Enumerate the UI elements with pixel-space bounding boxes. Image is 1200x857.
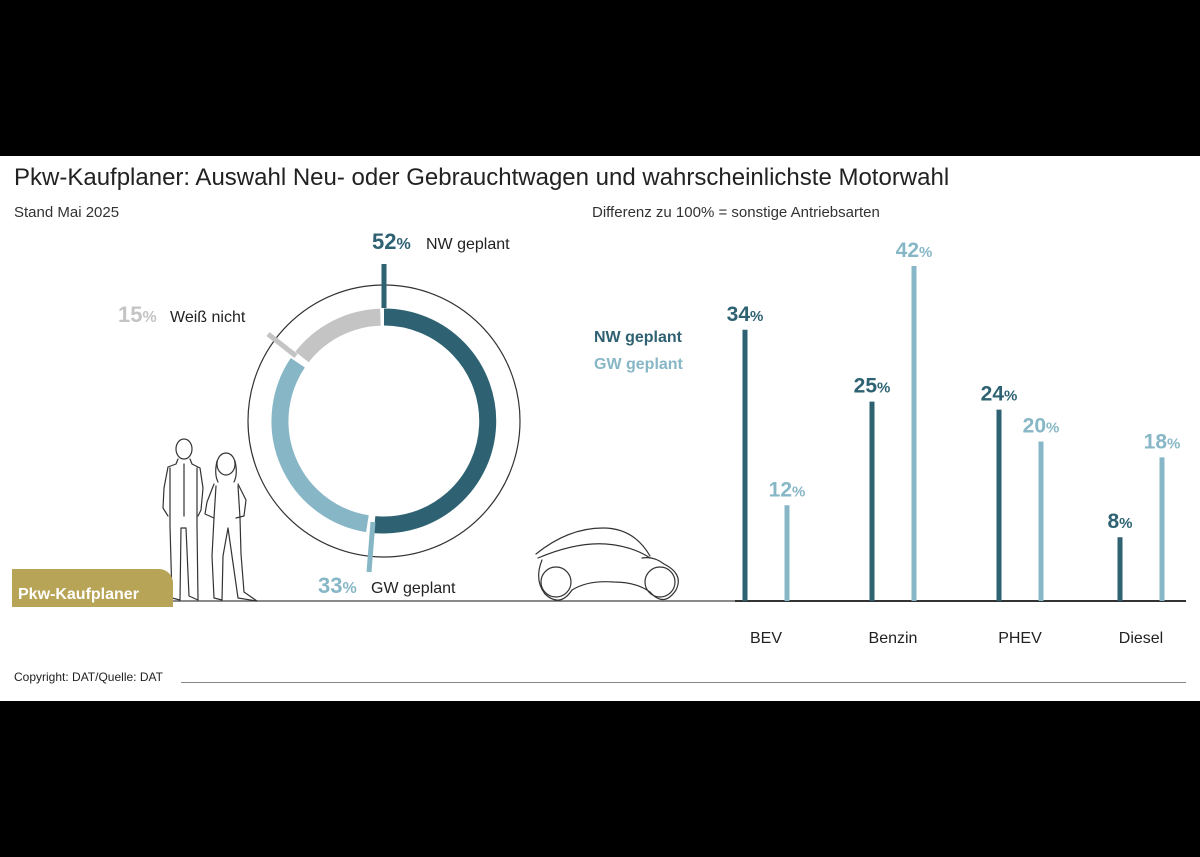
chart-date: Stand Mai 2025 [14,204,120,221]
donut-slice-nw-geplant [373,308,497,534]
bar-value-benzin-nw-geplant: 25% [854,375,891,398]
donut-outer-ring [247,284,521,558]
bar-value-diesel-nw-geplant: 8% [1107,510,1132,533]
leader-unknown [266,332,298,358]
category-label-phev: PHEV [998,630,1042,647]
people-illustration [162,438,258,602]
slice-label-nw-geplant: NW geplant [426,236,510,253]
bar-value-diesel-gw-geplant: 18% [1144,430,1181,453]
bar-value-benzin-gw-geplant: 42% [896,239,933,262]
footer-divider [181,682,1186,683]
legend-gw-geplant: GW geplant [594,356,684,373]
copyright-note: Copyright: DAT/Quelle: DAT [14,670,163,684]
bar-chart-note: Differenz zu 100% = sonstige Antriebsart… [592,204,880,221]
slice-label-gw-geplant: GW geplant [371,580,456,597]
slice-value-wei-nicht: 15% [118,302,157,327]
donut-chart: 52% NW geplant 33% GW geplant 15% Weiß nicht [118,229,510,598]
car-illustration [535,527,679,601]
bar-value-bev-gw-geplant: 12% [769,478,806,501]
slice-value-gw-geplant: 33% [318,573,357,598]
kaufplaner-badge: Pkw-Kaufplaner [12,569,173,607]
category-label-bev: BEV [750,630,782,647]
donut-slice-wei-nicht [295,308,381,363]
slice-label-wei-nicht: Weiß nicht [170,309,246,326]
leader-gw [366,521,376,573]
slice-value-nw-geplant: 52% [372,229,411,254]
legend-nw-geplant: NW geplant [594,329,683,346]
bar-chart: 34% 12% BEV 25% 42% Benzin 24%20% PHEV 8% 18% Dies… [594,239,1186,647]
category-label-diesel: Diesel [1119,630,1163,647]
category-label-benzin: Benzin [869,630,918,647]
bar-value-phev-gw-geplant: 20% [1023,415,1060,438]
chart-title: Pkw-Kaufplaner: Auswahl Neu- oder Gebrau… [14,164,950,191]
bar-value-phev-nw-geplant: 24% [981,383,1018,406]
infographic-canvas: Pkw-Kaufplaner: Auswahl Neu- oder Gebrau… [0,156,1200,701]
bar-value-bev-nw-geplant: 34% [727,303,764,326]
donut-slice-gw-geplant [271,358,369,533]
